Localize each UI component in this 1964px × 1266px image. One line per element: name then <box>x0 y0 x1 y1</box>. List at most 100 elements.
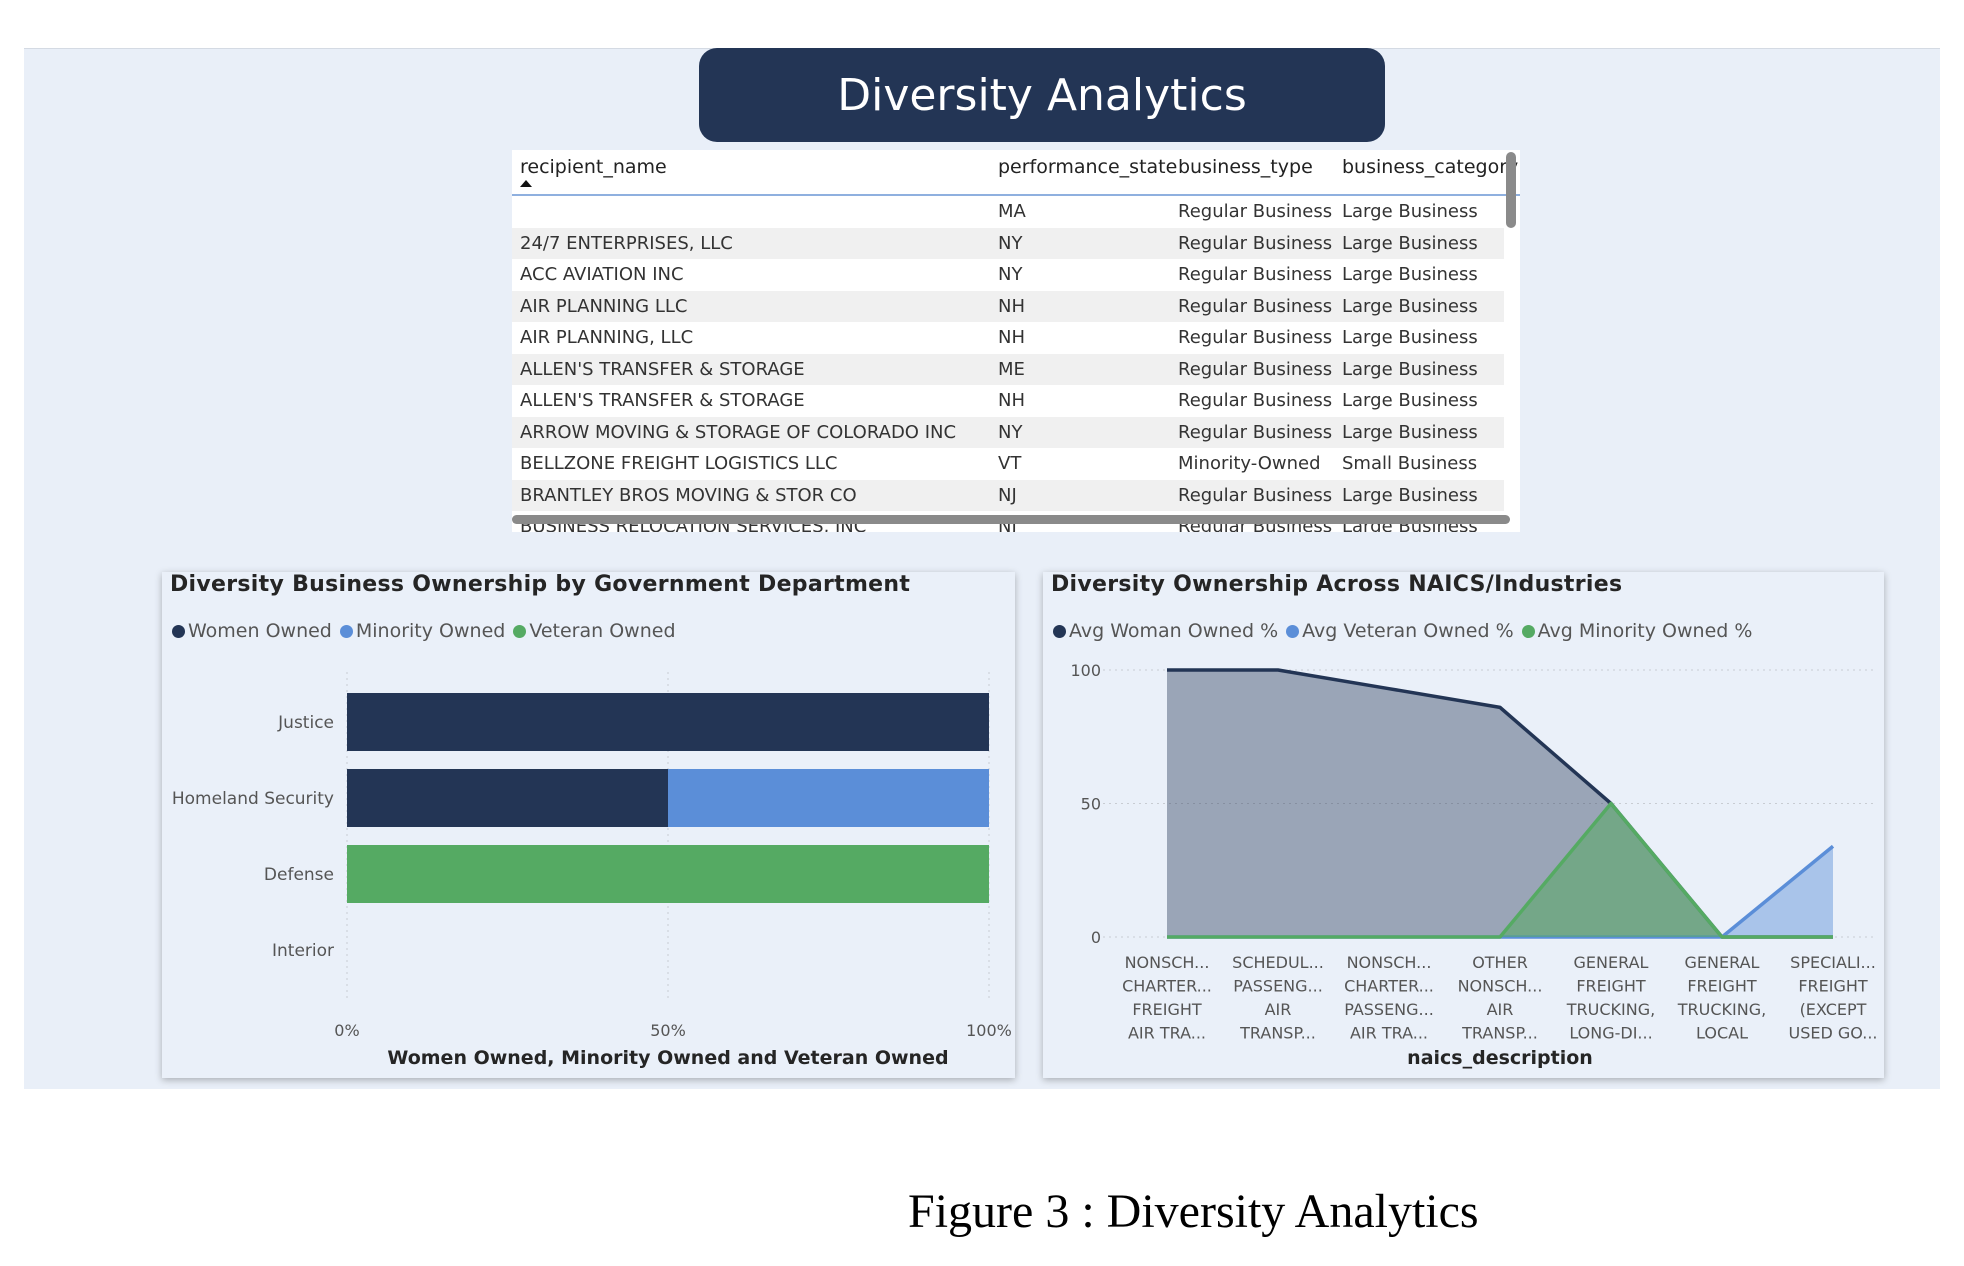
table-cell: Large Business <box>1342 421 1478 443</box>
area-series-line <box>1167 801 1833 939</box>
col-header-business-category[interactable]: business_category <box>1342 156 1519 178</box>
legend-label: Veteran Owned <box>529 620 676 642</box>
area-x-tick-label: GENERAL <box>1574 953 1649 972</box>
area-x-axis-label: naics_description <box>1407 1047 1593 1069</box>
table-row[interactable]: ARROW MOVING & STORAGE OF COLORADO INC NY… <box>512 416 1504 448</box>
recipients-table[interactable]: recipient_name performance_state busines… <box>512 150 1520 532</box>
table-cell: Large Business <box>1342 264 1478 285</box>
legend-label: Avg Veteran Owned % <box>1302 620 1514 642</box>
bar-chart-title: Diversity Business Ownership by Governme… <box>170 572 911 597</box>
area-x-tick-label: TRANSP... <box>1239 1024 1316 1043</box>
table-row[interactable]: ALLEN'S TRANSFER & STORAGE NH Regular Busi… <box>512 385 1504 416</box>
horizontal-scrollbar[interactable] <box>512 515 1510 524</box>
bar-x-tick-label: 50% <box>650 1021 686 1040</box>
area-x-tick-label: AIR TRA... <box>1128 1024 1206 1043</box>
bar-chart-svg: Justice Homeland Security Defense Interior 0… <box>172 672 1012 1069</box>
table-cell: Large Business <box>1342 390 1478 411</box>
area-x-tick-label: USED GO... <box>1789 1024 1878 1043</box>
area-chart-legend[interactable]: Avg Woman Owned % Avg Veteran Owned % Avg … <box>1053 620 1760 642</box>
area-x-tick-label: PASSENG... <box>1233 977 1323 996</box>
legend-dot-icon <box>1053 625 1066 638</box>
area-chart-panel[interactable]: Diversity Ownership Across NAICS/Industr… <box>1043 572 1884 1078</box>
table-cell: ALLEN'S TRANSFER & STORAGE <box>520 390 805 411</box>
area-y-tick-label: 100 <box>1070 661 1101 680</box>
table-row[interactable]: AIR PLANNING, LLC NH Regular Business Large… <box>512 322 1504 353</box>
area-x-tick-label: NONSCH... <box>1458 977 1543 996</box>
table-cell: Minority-Owned <box>1178 453 1321 474</box>
bar-category-label: Homeland Security <box>172 789 334 809</box>
bar-chart-legend[interactable]: Women Owned Minority Owned Veteran Owned <box>172 620 684 642</box>
col-header-performance-state[interactable]: performance_state <box>998 156 1178 178</box>
bar-chart-panel[interactable]: Diversity Business Ownership by Governme… <box>162 572 1015 1078</box>
area-x-tick-label: CHARTER... <box>1122 977 1212 996</box>
bar-legend-item[interactable]: Minority Owned <box>339 620 506 642</box>
col-header-recipient-name[interactable]: recipient_name <box>520 156 667 178</box>
area-y-tick-label: 50 <box>1081 795 1101 814</box>
table-cell: NY <box>998 264 1023 285</box>
bar-category-label: Interior <box>272 941 334 961</box>
area-x-tick-label: GENERAL <box>1685 953 1760 972</box>
table-cell: 24/7 ENTERPRISES, LLC <box>520 232 733 254</box>
bar-category-label: Justice <box>277 713 334 733</box>
legend-dot-icon <box>339 625 353 638</box>
table-row[interactable]: BRANTLEY BROS MOVING & STOR CO NJ Regular … <box>512 479 1504 511</box>
legend-label: Women Owned <box>188 620 332 642</box>
table-cell: Regular Business <box>1178 421 1333 443</box>
sort-ascending-icon[interactable] <box>520 180 532 187</box>
table-cell: MA <box>998 201 1026 222</box>
area-x-tick-label: TRANSP... <box>1461 1024 1538 1043</box>
dashboard-title: Diversity Analytics <box>699 48 1385 142</box>
area-chart-svg: 0 50 100 NONSCH... CHARTER... FREIGHT AIR TRA.… <box>1070 661 1878 1069</box>
area-x-tick-label: AIR <box>1265 1000 1292 1019</box>
bar-legend-item[interactable]: Veteran Owned <box>513 620 676 642</box>
legend-label: Minority Owned <box>355 620 506 642</box>
table-cell: Large Business <box>1342 201 1478 222</box>
table-cell: BRANTLEY BROS MOVING & STOR CO <box>520 484 857 506</box>
table-row[interactable]: ALLEN'S TRANSFER & STORAGE ME Regular Busi… <box>512 353 1504 385</box>
area-x-tick-label: LONG-DI... <box>1569 1024 1652 1043</box>
table-row[interactable]: MA Regular Business Large Business <box>512 196 1504 227</box>
vertical-scrollbar[interactable] <box>1506 152 1516 228</box>
table-cell: Large Business <box>1342 358 1478 380</box>
area-x-tick-label: FREIGHT <box>1687 977 1757 996</box>
bar-x-tick-label: 100% <box>966 1021 1012 1040</box>
area-x-tick-label: AIR TRA... <box>1350 1024 1428 1043</box>
table-row[interactable]: 24/7 ENTERPRISES, LLC NY Regular Business L… <box>512 227 1504 259</box>
table-cell: Large Business <box>1342 484 1478 506</box>
table-cell: NH <box>998 327 1025 348</box>
area-x-tick-label: CHARTER... <box>1344 977 1434 996</box>
table-cell: Regular Business <box>1178 390 1333 411</box>
table-cell: Large Business <box>1342 295 1478 317</box>
bar-x-axis-label: Women Owned, Minority Owned and Veteran … <box>387 1047 948 1069</box>
table-cell: ALLEN'S TRANSFER & STORAGE <box>520 358 805 380</box>
area-x-tick-label: TRUCKING, <box>1566 1000 1655 1019</box>
area-x-tick-label: FREIGHT <box>1798 977 1868 996</box>
table-cell: ME <box>998 358 1025 380</box>
area-legend-item[interactable]: Avg Veteran Owned % <box>1286 620 1514 642</box>
table-cell: Regular Business <box>1178 295 1333 317</box>
area-chart-title: Diversity Ownership Across NAICS/Industr… <box>1051 572 1623 597</box>
table-row[interactable]: ACC AVIATION INC NY Regular Business Large … <box>512 259 1504 290</box>
area-x-tick-label: TRUCKING, <box>1677 1000 1766 1019</box>
table-cell: Regular Business <box>1178 264 1333 285</box>
bar-legend-item[interactable]: Women Owned <box>172 620 332 642</box>
bar <box>347 845 989 903</box>
legend-label: Avg Woman Owned % <box>1069 620 1279 642</box>
table-cell: AIR PLANNING LLC <box>520 295 688 317</box>
figure-caption: Figure 3 : Diversity Analytics <box>908 1185 1479 1238</box>
legend-label: Avg Minority Owned % <box>1537 620 1753 642</box>
area-legend-item[interactable]: Avg Minority Owned % <box>1521 620 1753 642</box>
table-cell: NH <box>998 390 1025 411</box>
area-x-tick-label: LOCAL <box>1696 1024 1748 1043</box>
table-row[interactable]: BELLZONE FREIGHT LOGISTICS LLC VT Minority… <box>512 448 1504 479</box>
area-legend-item[interactable]: Avg Woman Owned % <box>1053 620 1278 642</box>
legend-dot-icon <box>513 625 527 638</box>
col-header-business-type[interactable]: business_type <box>1178 156 1313 178</box>
table-cell: Regular Business <box>1178 201 1333 222</box>
bar <box>347 693 989 751</box>
table-cell: NY <box>998 232 1023 254</box>
bar <box>347 769 668 827</box>
area-y-tick-label: 0 <box>1091 928 1101 947</box>
area-x-tick-label: FREIGHT <box>1576 977 1646 996</box>
table-row[interactable]: AIR PLANNING LLC NH Regular Business Large … <box>512 290 1504 322</box>
